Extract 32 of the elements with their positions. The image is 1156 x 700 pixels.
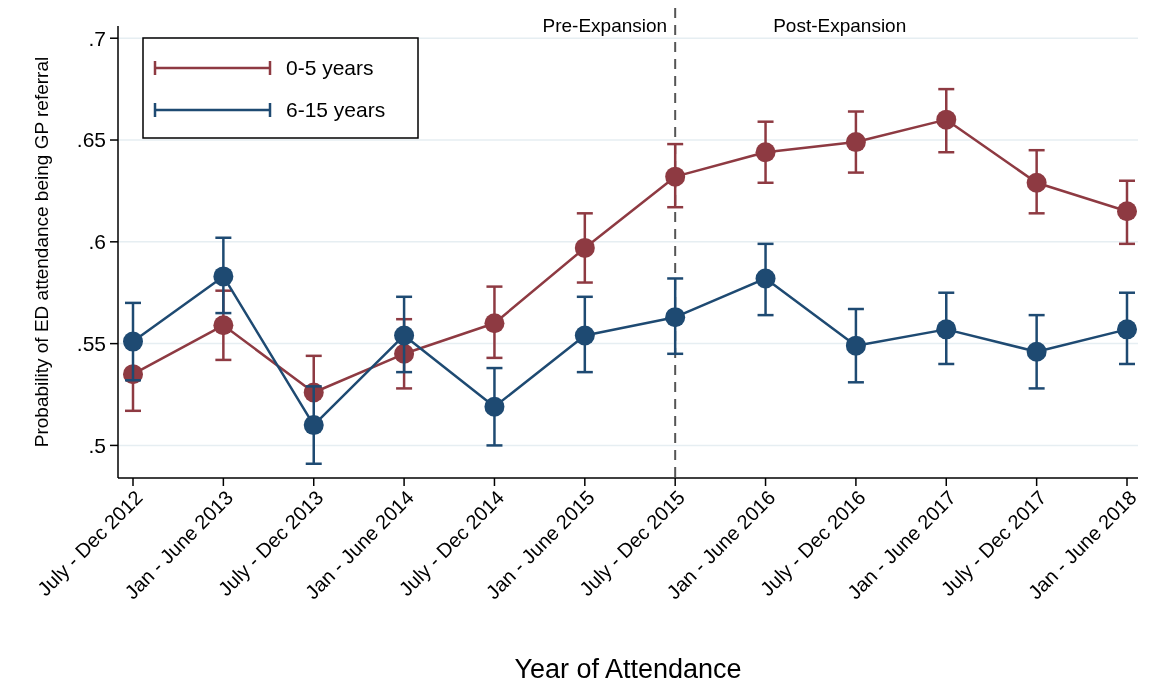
y-tick-label: .65 xyxy=(76,128,106,152)
point xyxy=(755,268,776,289)
point xyxy=(213,266,234,287)
point xyxy=(845,335,866,356)
point xyxy=(755,142,776,163)
point xyxy=(665,166,686,187)
point xyxy=(936,109,957,130)
point xyxy=(1117,201,1137,222)
point xyxy=(936,319,957,340)
legend-label: 0-5 years xyxy=(286,56,374,80)
point xyxy=(845,132,866,153)
point xyxy=(123,331,143,352)
y-tick-label: .5 xyxy=(88,433,106,457)
y-tick-label: .55 xyxy=(76,331,106,355)
point xyxy=(394,325,415,346)
annotation: Pre-Expansion xyxy=(542,15,668,36)
point xyxy=(484,396,505,417)
point xyxy=(303,415,324,436)
point xyxy=(213,315,234,336)
y-axis-title: Probability of ED attendance being GP referral xyxy=(31,56,52,448)
point xyxy=(574,237,595,258)
y-tick-label: .6 xyxy=(88,230,106,254)
y-tick-label: .7 xyxy=(88,26,106,50)
annotation: Post-Expansion xyxy=(773,15,907,36)
x-axis-title: Year of Attendance xyxy=(514,654,742,684)
legend-label: 6-15 years xyxy=(286,98,386,122)
point xyxy=(1026,172,1047,193)
point xyxy=(665,307,686,328)
point xyxy=(1026,341,1047,362)
point xyxy=(484,313,505,334)
point xyxy=(574,325,595,346)
point xyxy=(1117,319,1137,340)
